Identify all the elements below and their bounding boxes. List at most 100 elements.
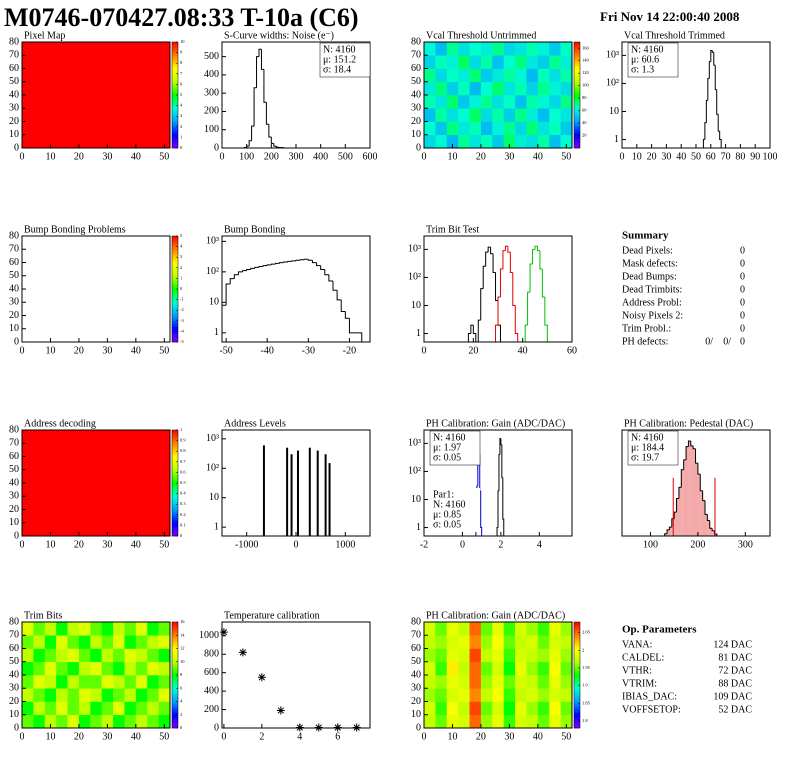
plot-frame [221,621,371,729]
heat-cell [147,675,159,689]
palette-tick-label: 0.1 [180,522,186,527]
hist-bin [507,246,511,253]
stats-line: N: 4160 [631,44,664,55]
heat-cell [549,81,561,96]
heat-cell [56,622,68,636]
heat-cell [446,68,459,83]
heat-cell [537,675,550,689]
palette-step [172,667,178,670]
stats-line: σ: 18.4 [323,64,351,75]
palette-step [172,281,178,284]
hist-fill [669,527,672,536]
heat-cell [22,714,34,729]
heat-cell [435,108,448,122]
palette-step [172,722,178,726]
heat-cell [135,635,148,649]
panel-title: Vcal Threshold Untrimmed [426,30,536,41]
palette-step [172,627,178,631]
param-label: VTHR: [622,665,652,676]
heat-cell [515,68,527,83]
heat-cell [492,635,504,649]
y-tick-label: 600 [204,667,219,678]
palette-tick-label: 14 [180,632,185,637]
heat-cell [515,675,527,689]
hist-bin [320,265,325,270]
x-tick-label: 300 [289,151,304,162]
palette-step [172,643,178,647]
heat-cell [560,95,573,109]
heat-cell [44,661,57,676]
heat-cell [537,688,550,702]
heat-cell [526,635,539,649]
heat-cell [560,701,573,716]
heat-cell [503,661,516,676]
hist-bin [529,263,533,293]
hist-fill [693,448,696,536]
stats-box [319,42,371,78]
stats-line: N: 4160 [433,432,466,443]
hist-bin [324,269,329,276]
palette-step [172,76,178,80]
palette-step [172,706,178,710]
palette-step [172,312,178,316]
palette-step [172,498,178,502]
x-tick-label: 20 [74,151,84,162]
palette-step [172,493,178,497]
y-tick-label: 50 [9,656,19,667]
heat-cell [67,675,80,689]
heat-cell [469,134,482,149]
palette-step [574,637,580,641]
hist-bin [287,260,292,263]
palette-step [172,307,178,311]
heat-cell [480,68,493,83]
hist-bin [502,477,505,536]
summary-label: Trim Probl.: [622,323,671,334]
heat-cell [446,635,459,649]
heat-cell [560,134,573,149]
summary-label: Mask defects: [622,258,678,269]
y-tick-label: 50 [411,656,421,667]
hist-bin [270,263,276,265]
heat-cell [492,661,504,676]
heat-cell [101,635,114,649]
heat-cell [458,68,470,83]
star-marker [219,628,228,637]
heat-cell [124,688,137,702]
heat-cell [135,688,148,702]
heat-cell [492,688,504,702]
hist-bin [270,137,274,144]
y-tick-label: 800 [204,649,219,660]
x-tick-label: 2 [498,539,503,550]
plot-frame [21,235,171,343]
y-tick-label: 0 [214,142,219,153]
heat-cell [526,42,539,56]
palette-step [574,121,580,125]
x-tick-label: 30 [504,151,514,162]
heat-cell [435,675,448,689]
y-tick-label: 10 [9,517,19,528]
heat-cell [458,95,470,109]
y-tick-label: 50 [9,270,19,281]
heat-cell [560,108,573,122]
y-tick-label: 20 [9,116,19,127]
heat-cell [458,108,470,122]
palette-step [574,667,580,670]
palette-tick-label: 4 [180,103,183,108]
x-tick-label: 40 [533,151,543,162]
summary-title: Summary [622,230,669,242]
heat-cell [33,675,46,689]
palette-step [172,445,178,449]
heat-cell [158,648,171,663]
hist-bin [482,265,486,289]
heat-cell [492,55,504,69]
palette-step [574,57,580,61]
hist-fill [664,533,668,536]
heat-cell [446,622,459,636]
palette-step [172,246,178,250]
heat-cell [492,648,504,663]
hist-bin [258,48,262,57]
hist-bin [256,56,259,88]
heat-cell [22,635,34,649]
palette-step [172,296,178,300]
x-tick-label: 40 [518,345,528,356]
